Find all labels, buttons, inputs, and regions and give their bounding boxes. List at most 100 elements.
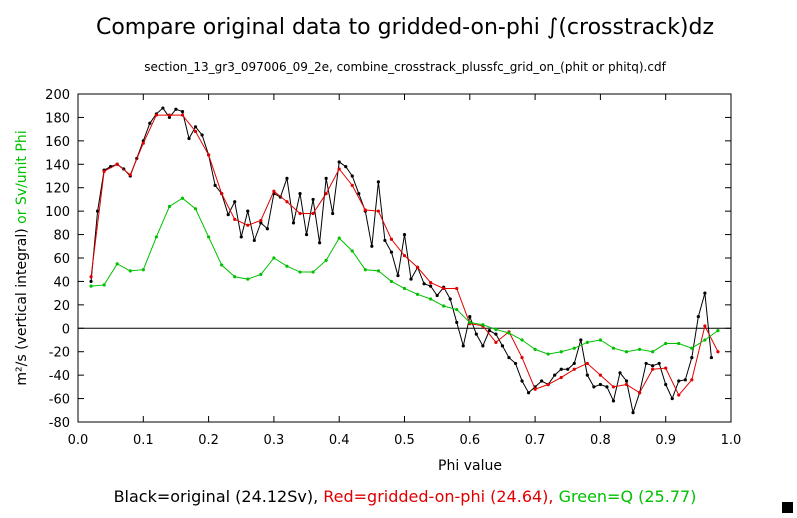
point — [272, 189, 276, 193]
point — [664, 341, 668, 346]
point — [598, 373, 603, 377]
point — [376, 180, 380, 184]
y-tick-label: 80 — [53, 229, 70, 244]
point — [324, 258, 328, 262]
point — [553, 373, 557, 377]
point — [624, 350, 629, 354]
y-tick-label: 160 — [45, 135, 70, 150]
point — [494, 327, 498, 332]
point — [540, 379, 544, 383]
point — [115, 262, 119, 266]
point — [422, 282, 426, 286]
corner-square — [782, 502, 793, 513]
point — [383, 238, 387, 243]
point — [246, 209, 250, 213]
point — [350, 174, 354, 178]
point — [520, 338, 524, 342]
point — [102, 169, 106, 173]
point — [259, 272, 263, 276]
series-line — [90, 107, 712, 415]
point — [389, 279, 394, 284]
point — [89, 275, 93, 279]
point — [239, 235, 243, 239]
point — [298, 191, 302, 196]
point — [298, 211, 302, 216]
point — [618, 371, 622, 375]
point — [350, 249, 354, 253]
point — [128, 173, 132, 177]
y-tick-label: -20 — [49, 346, 70, 361]
point — [396, 273, 400, 278]
y-axis-label-main: m²/s (vertical integral) — [14, 228, 30, 385]
point — [677, 393, 681, 397]
x-axis-label: Phi value — [438, 458, 502, 474]
point — [559, 350, 563, 354]
y-tick-label: 0 — [62, 322, 70, 337]
point — [651, 350, 655, 354]
point — [324, 176, 328, 180]
point — [429, 281, 433, 285]
point — [461, 344, 465, 348]
point — [435, 293, 439, 298]
point — [363, 208, 367, 212]
point — [233, 275, 237, 279]
point — [651, 367, 655, 371]
point — [246, 277, 250, 281]
point — [246, 223, 250, 227]
point — [213, 183, 217, 187]
point — [167, 115, 172, 120]
point — [455, 307, 459, 312]
point — [272, 256, 276, 260]
point — [716, 350, 720, 354]
x-tick-label: 0.9 — [655, 433, 676, 448]
point — [220, 191, 224, 196]
point — [344, 165, 348, 169]
point — [337, 236, 341, 240]
point — [664, 382, 668, 387]
point — [651, 364, 655, 368]
point — [546, 352, 550, 356]
point — [220, 263, 224, 267]
point — [200, 133, 204, 137]
point — [585, 340, 589, 344]
point — [226, 213, 230, 217]
point — [670, 396, 674, 401]
point — [389, 250, 394, 254]
y-tick-label: -60 — [49, 393, 70, 408]
point — [89, 279, 93, 284]
point — [481, 344, 485, 348]
point — [611, 346, 616, 350]
point — [526, 391, 531, 395]
point — [533, 347, 537, 351]
x-tick-label: 0.6 — [459, 433, 480, 448]
chart-title: Compare original data to gridded-on-phi … — [96, 15, 714, 40]
point — [141, 268, 145, 272]
point — [337, 160, 341, 164]
point — [611, 385, 616, 389]
point — [180, 109, 185, 114]
point — [631, 411, 635, 415]
point — [696, 314, 700, 319]
point — [598, 382, 603, 387]
point — [102, 283, 106, 287]
x-tick-label: 0.2 — [198, 433, 219, 448]
point — [611, 399, 616, 403]
legend-entry: Green=Q (25.77) — [559, 487, 697, 506]
point — [468, 320, 472, 325]
point — [252, 238, 256, 243]
y-tick-label: 200 — [45, 88, 70, 103]
point — [115, 162, 119, 166]
point — [409, 277, 413, 281]
point — [415, 292, 420, 296]
point — [585, 373, 589, 377]
point — [605, 385, 609, 389]
point — [167, 113, 172, 117]
point — [180, 113, 185, 117]
point — [690, 346, 694, 350]
point — [376, 269, 380, 273]
y-axis-label-green: or Sv/unit Phi — [14, 130, 30, 228]
point — [154, 235, 158, 239]
point — [429, 284, 433, 288]
